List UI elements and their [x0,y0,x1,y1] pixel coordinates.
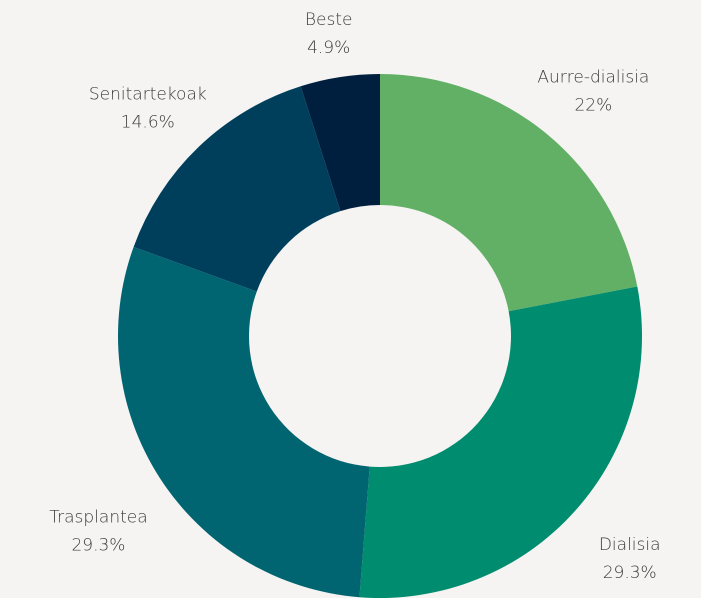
slice-label: Beste [305,10,353,30]
slice-value: 29.3% [603,563,657,583]
donut-slice [380,74,638,312]
slice-value: 4.9% [307,38,350,58]
slice-label: Senitartekoak [89,85,207,105]
donut-slice [117,246,370,598]
slice-label: Aurre-dialisia [537,68,649,88]
slice-label: Dialisia [599,535,661,555]
donut-slice [300,74,380,212]
slice-value: 29.3% [71,536,125,556]
slice-value: 22% [574,96,612,116]
slice-label: Trasplantea [49,508,147,528]
slice-value: 14.6% [121,113,175,133]
donut-slice [359,286,642,598]
donut-slice [133,86,341,292]
